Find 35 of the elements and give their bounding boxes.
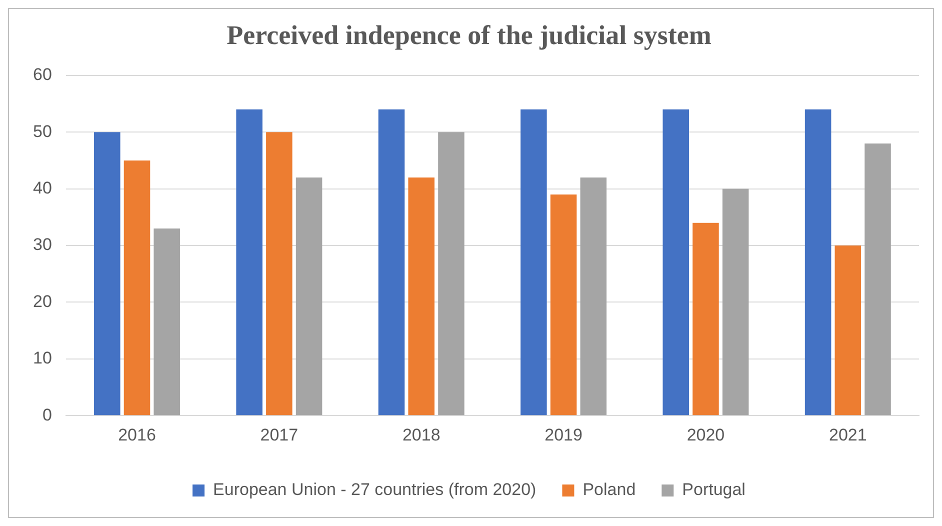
y-tick-label: 30 — [32, 235, 52, 254]
y-tick-label: 60 — [32, 65, 52, 84]
legend-label: Portugal — [682, 480, 746, 500]
bar — [550, 194, 577, 416]
x-tick-label: 2017 — [260, 425, 298, 444]
bar — [154, 228, 180, 416]
bar — [438, 132, 464, 416]
y-tick-label: 20 — [32, 292, 52, 311]
bar — [834, 246, 862, 416]
bar — [266, 132, 292, 416]
chart-title: Perceived indepence of the judicial system — [226, 20, 712, 50]
x-tick-label: 2018 — [402, 425, 440, 444]
y-tick-label: 10 — [32, 348, 52, 368]
y-tick-label: 50 — [32, 122, 52, 141]
bar — [692, 222, 719, 416]
x-tick-label: 2019 — [544, 425, 582, 444]
bar — [378, 109, 405, 416]
x-tick-label: 2021 — [828, 425, 867, 444]
bar — [296, 177, 322, 416]
bar — [520, 109, 547, 416]
bar — [236, 109, 262, 416]
bar — [124, 160, 150, 416]
bar — [580, 177, 607, 416]
bar — [408, 177, 434, 416]
legend-label: Poland — [582, 480, 636, 500]
bar — [864, 143, 891, 416]
bar — [804, 109, 832, 416]
bar — [94, 132, 120, 416]
y-tick-label: 40 — [32, 178, 52, 198]
bar — [722, 188, 749, 416]
bar — [662, 109, 690, 416]
legend-label: European Union - 27 countries (from 2020) — [213, 480, 536, 500]
y-tick-label: 0 — [42, 405, 52, 424]
x-tick-label: 2016 — [118, 425, 156, 444]
x-tick-label: 2020 — [686, 425, 725, 444]
